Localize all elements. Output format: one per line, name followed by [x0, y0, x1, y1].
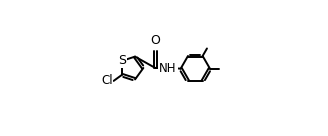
Text: S: S [118, 54, 126, 67]
Text: Cl: Cl [101, 74, 113, 87]
Text: NH: NH [159, 61, 177, 75]
Text: O: O [151, 34, 160, 47]
